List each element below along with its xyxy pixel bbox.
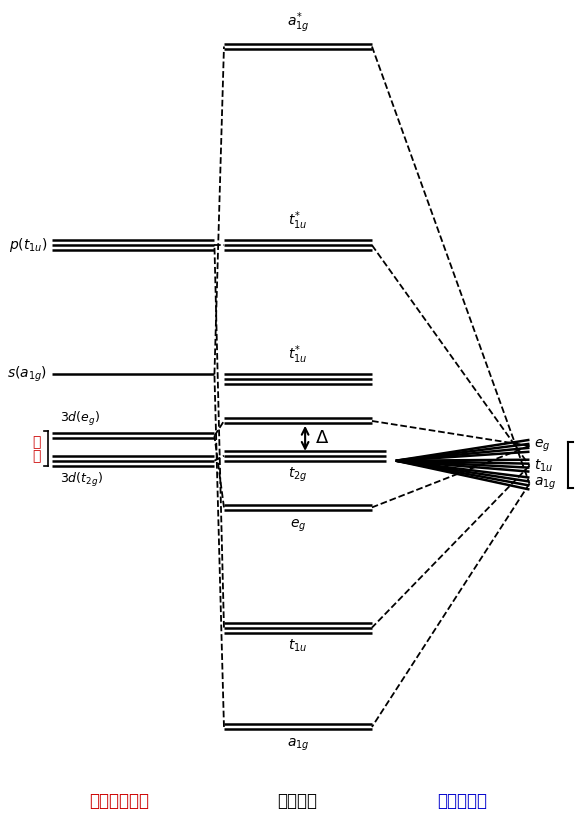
Text: 配位体轨道: 配位体轨道 bbox=[438, 792, 488, 811]
Text: 中心原子轨道: 中心原子轨道 bbox=[89, 792, 149, 811]
Text: $e_g$: $e_g$ bbox=[534, 438, 550, 454]
Text: 分子轨道: 分子轨道 bbox=[277, 792, 317, 811]
Text: $s(a_{1g})$: $s(a_{1g})$ bbox=[8, 364, 48, 384]
Text: $a_{1g}$: $a_{1g}$ bbox=[534, 475, 557, 492]
Text: 简: 简 bbox=[32, 435, 41, 449]
Text: 并: 并 bbox=[32, 449, 41, 463]
Text: $a_{1g}^{*}$: $a_{1g}^{*}$ bbox=[287, 10, 309, 34]
Text: $\Delta$: $\Delta$ bbox=[315, 429, 329, 447]
Text: $3d(e_g)$: $3d(e_g)$ bbox=[60, 410, 100, 428]
Text: $t_{1u}^{*}$: $t_{1u}^{*}$ bbox=[288, 344, 307, 366]
Text: $e_g$: $e_g$ bbox=[290, 517, 306, 534]
Text: $p(t_{1u})$: $p(t_{1u})$ bbox=[9, 236, 48, 254]
Text: $a_{1g}$: $a_{1g}$ bbox=[287, 737, 309, 753]
Text: $3d(t_{2g})$: $3d(t_{2g})$ bbox=[60, 470, 103, 489]
Text: $t_{1u}$: $t_{1u}$ bbox=[288, 637, 307, 654]
Text: $t_{2g}$: $t_{2g}$ bbox=[288, 465, 307, 484]
Text: $t_{1u}^{*}$: $t_{1u}^{*}$ bbox=[288, 209, 307, 232]
Text: $t_{1u}$: $t_{1u}$ bbox=[534, 458, 554, 474]
